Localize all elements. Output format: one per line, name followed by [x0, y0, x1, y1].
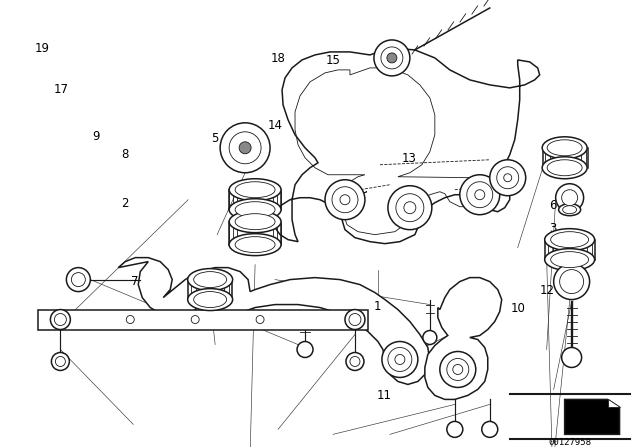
Ellipse shape	[235, 237, 275, 253]
Circle shape	[447, 422, 463, 437]
Circle shape	[51, 353, 69, 370]
Text: 18: 18	[271, 52, 286, 65]
Ellipse shape	[235, 214, 275, 230]
Circle shape	[388, 348, 412, 371]
Text: 3: 3	[550, 222, 557, 235]
Circle shape	[382, 341, 418, 378]
Text: 9: 9	[93, 130, 100, 143]
Circle shape	[559, 270, 584, 293]
Ellipse shape	[545, 228, 595, 250]
Circle shape	[374, 40, 410, 76]
Ellipse shape	[542, 137, 587, 159]
Ellipse shape	[229, 179, 281, 201]
Ellipse shape	[545, 249, 595, 271]
Circle shape	[423, 331, 437, 345]
Circle shape	[396, 194, 424, 222]
Circle shape	[440, 352, 476, 388]
Circle shape	[387, 53, 397, 63]
Text: 14: 14	[268, 119, 283, 132]
Ellipse shape	[563, 206, 577, 214]
Circle shape	[345, 310, 365, 330]
Text: 1: 1	[374, 300, 381, 313]
Ellipse shape	[559, 204, 580, 215]
Circle shape	[497, 167, 518, 189]
Ellipse shape	[547, 140, 582, 156]
Text: 8: 8	[122, 148, 129, 161]
Polygon shape	[425, 278, 502, 400]
Ellipse shape	[550, 252, 589, 267]
Text: 00127958: 00127958	[548, 438, 591, 447]
Text: 17: 17	[54, 83, 68, 96]
Circle shape	[556, 184, 584, 212]
Ellipse shape	[188, 269, 232, 291]
Circle shape	[229, 132, 261, 164]
Circle shape	[554, 263, 589, 300]
Circle shape	[381, 47, 403, 69]
Text: 5: 5	[211, 132, 218, 145]
Text: 4: 4	[550, 168, 557, 181]
Circle shape	[67, 267, 90, 292]
Text: 7: 7	[131, 276, 138, 289]
Circle shape	[467, 182, 493, 208]
Ellipse shape	[188, 289, 232, 310]
Ellipse shape	[547, 160, 582, 176]
Text: b: b	[333, 183, 337, 192]
Polygon shape	[118, 258, 430, 384]
Text: 2: 2	[122, 197, 129, 210]
Ellipse shape	[542, 157, 587, 179]
Text: 19: 19	[35, 42, 49, 55]
Bar	[38, 310, 368, 330]
Text: 12: 12	[540, 284, 554, 297]
Ellipse shape	[229, 234, 281, 256]
Circle shape	[239, 142, 251, 154]
Ellipse shape	[235, 202, 275, 218]
Ellipse shape	[229, 211, 281, 233]
Circle shape	[447, 358, 468, 380]
Circle shape	[346, 353, 364, 370]
Circle shape	[562, 190, 578, 206]
Text: 16: 16	[383, 54, 398, 67]
Text: 15: 15	[325, 54, 340, 67]
Ellipse shape	[550, 232, 589, 248]
Circle shape	[482, 422, 498, 437]
Circle shape	[297, 341, 313, 358]
Text: 10: 10	[511, 302, 525, 315]
Ellipse shape	[235, 182, 275, 198]
Polygon shape	[564, 400, 620, 435]
Circle shape	[460, 175, 500, 215]
Circle shape	[388, 186, 432, 230]
Polygon shape	[607, 400, 620, 407]
Circle shape	[220, 123, 270, 173]
Circle shape	[562, 348, 582, 367]
Ellipse shape	[229, 199, 281, 221]
Ellipse shape	[194, 292, 227, 308]
Circle shape	[332, 187, 358, 213]
Circle shape	[325, 180, 365, 220]
Circle shape	[51, 310, 70, 330]
Circle shape	[490, 160, 525, 196]
Text: 13: 13	[402, 152, 417, 165]
Text: 11: 11	[376, 389, 392, 402]
Polygon shape	[273, 48, 540, 244]
Text: 6: 6	[550, 199, 557, 212]
Ellipse shape	[194, 271, 227, 288]
